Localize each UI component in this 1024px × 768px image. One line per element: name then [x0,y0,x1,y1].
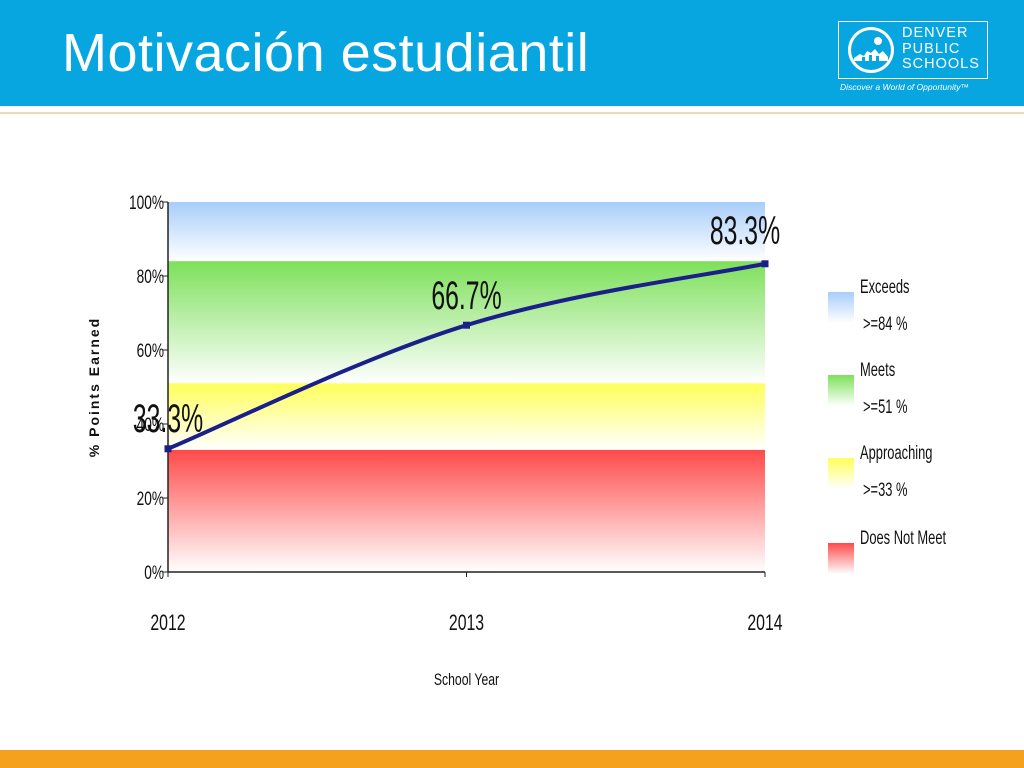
legend-label: Does Not Meet [860,528,946,549]
chart-series [164,260,769,453]
band-approaching [168,383,765,450]
band-does-not-meet [168,449,765,572]
page-title: Motivación estudiantil [62,23,590,83]
legend-swatch [828,292,854,323]
header-divider [0,112,1024,114]
chart-axes: 0% 20% 40% 60% 80% 100% 2012 2013 2014 School Yea… [86,192,783,690]
legend-label: Meets [860,360,895,381]
legend-label: Exceeds [860,277,910,298]
legend-threshold: >=33 % [863,480,908,501]
performance-bands [168,202,765,572]
y-tick-label: 0% [144,562,164,584]
legend-threshold: >=84 % [863,314,908,335]
data-point [164,445,172,453]
logo-line: DENVER [902,25,969,41]
data-point [463,321,470,329]
logo-emblem-icon [848,27,894,73]
city-skyline-icon [851,30,891,70]
y-tick-label: 40% [137,414,165,436]
data-label: 83.3% [710,209,780,253]
logo-line: SCHOOLS [902,56,980,72]
x-tick-label: 2012 [150,612,185,636]
logo-wordmark: DENVER PUBLIC SCHOOLS [902,25,980,73]
chart-labels: 33.3% 66.7% 83.3% [133,209,780,441]
chart-legend: Exceeds >=84 % Meets >=51 % Approaching >=33 … [828,277,946,574]
legend-threshold: >=51 % [863,397,908,418]
legend-swatch [828,375,854,406]
y-axis-title: % Points Earned [86,317,102,457]
y-tick-label: 80% [137,266,165,288]
data-label: 66.7% [431,274,501,318]
band-exceeds [168,202,765,262]
legend-swatch [828,458,854,489]
logo-line: PUBLIC [902,40,961,57]
x-axis-title: School Year [434,671,499,689]
legend-swatch [828,543,854,574]
y-tick-label: 20% [137,488,165,510]
y-tick-label: 60% [137,340,165,362]
x-tick-label: 2013 [449,612,484,636]
legend-label: Approaching [860,443,933,464]
y-tick-label: 100% [129,192,164,214]
data-label: 33.3% [133,397,203,441]
data-point [761,260,769,268]
logo-tagline: Discover a World of Opportunity™ [840,82,969,92]
slide-footer [0,750,1024,768]
x-tick-label: 2014 [747,612,783,636]
logo [838,21,988,79]
